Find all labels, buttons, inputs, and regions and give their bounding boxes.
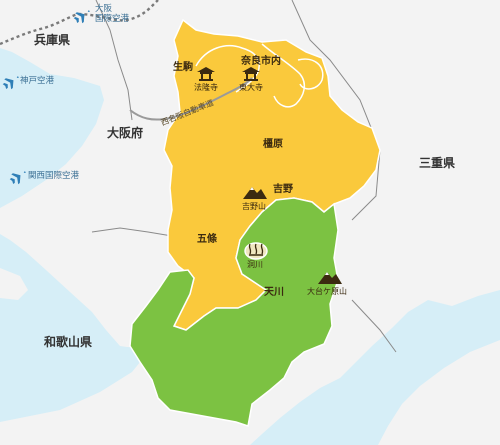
label-nara-city: 奈良市内	[241, 56, 281, 67]
airplane-icon	[2, 76, 19, 90]
border-mie	[291, 0, 381, 221]
land-island	[0, 268, 28, 300]
mountain-icon	[243, 187, 267, 199]
label-wakayama: 和歌山県	[44, 335, 93, 349]
border-hyogo-osaka	[95, 0, 133, 121]
label-yoshino: 吉野	[273, 184, 293, 195]
label-todaiji: 東大寺	[239, 83, 263, 92]
label-osaka: 大阪府	[107, 126, 144, 140]
label-odaigahara: 大台ケ原山	[307, 287, 347, 296]
inner-boundary-2	[261, 43, 306, 108]
label-kansai-airport: 関西国際空港	[28, 171, 80, 181]
airplane-icon	[9, 171, 26, 185]
label-kobe-airport: 神戸空港	[20, 76, 55, 86]
label-dorogawa: 洞川	[247, 260, 263, 269]
label-horyuji: 法隆寺	[194, 83, 218, 92]
label-tenkawa: 天川	[264, 287, 284, 298]
border-mie-south	[351, 299, 397, 353]
airplane-icon	[73, 10, 90, 24]
nara-south-region	[129, 197, 339, 427]
land-mass-southeast	[378, 340, 500, 445]
temple-icon	[242, 67, 260, 81]
label-itami-line1: 大阪	[95, 4, 113, 14]
temple-icon	[197, 67, 215, 81]
label-yoshinoyama: 吉野山	[242, 202, 266, 211]
prefecture-borders	[91, 0, 397, 353]
label-kashihara: 橿原	[263, 139, 283, 150]
border-osaka-wakayama	[91, 227, 173, 237]
label-itami-airport: 大阪 国際空港	[95, 4, 130, 25]
mountain-icon	[318, 272, 342, 284]
label-mie: 三重県	[419, 156, 456, 170]
road-line	[129, 77, 253, 121]
label-ikoma: 生駒	[173, 62, 193, 73]
label-hyogo: 兵庫県	[34, 33, 71, 47]
inner-boundary-3	[297, 58, 324, 90]
inner-boundary-1	[195, 45, 260, 93]
hot-spring-icon	[244, 242, 268, 260]
label-itami-line2: 国際空港	[95, 13, 130, 24]
label-gojo: 五條	[197, 234, 217, 245]
